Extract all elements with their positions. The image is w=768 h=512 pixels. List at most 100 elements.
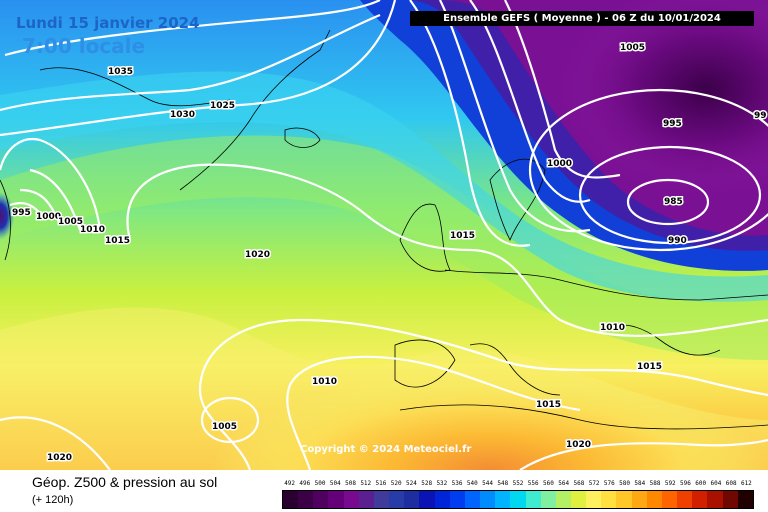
isobar-label: 1015 (450, 231, 475, 241)
warm-air-region (150, 260, 768, 470)
isobar-label: 1015 (536, 400, 561, 410)
color-scale-swatch (586, 491, 602, 508)
western-low-core (0, 120, 120, 320)
isobar-label: 1015 (105, 236, 130, 246)
isobar-label: 1020 (47, 453, 72, 463)
isobar-label: 990 (668, 236, 687, 246)
color-scale-label: 568 (573, 480, 585, 487)
color-scale-label: 548 (497, 480, 509, 487)
isobar-label: 995 (12, 208, 31, 218)
color-scale-label: 604 (710, 480, 722, 487)
isobar-label: 1010 (312, 377, 337, 387)
isobar-label: 1035 (108, 67, 133, 77)
color-scale-swatch (373, 491, 390, 508)
color-scale-swatch (449, 491, 465, 508)
color-scale-swatch (601, 491, 617, 508)
isobar-1020-sw (0, 416, 111, 470)
coastlines (0, 29, 768, 430)
italy-coast (469, 343, 561, 396)
isobar-label: 1000 (547, 159, 572, 169)
isobar-1000-west (9, 202, 46, 221)
color-scale-label: 536 (451, 480, 463, 487)
isobar-1010-ne (439, 0, 591, 233)
isobar-1015-ne (409, 0, 531, 247)
color-scale-label: 608 (725, 480, 737, 487)
isobar-label: 1020 (245, 250, 270, 260)
isobar-label: 1010 (80, 225, 105, 235)
north-africa-coast (399, 404, 768, 430)
isobar-1015-south (198, 318, 768, 470)
color-scale-swatch (570, 491, 587, 508)
color-scale-swatch (419, 491, 435, 508)
color-scale-label: 524 (405, 480, 417, 487)
greenland-coast (179, 29, 331, 191)
color-scale-swatch (737, 491, 753, 508)
scandinavia-coast (489, 158, 546, 241)
isobar-1030 (0, 13, 381, 112)
balkans-coast (599, 324, 721, 356)
color-scale-swatch (464, 491, 481, 508)
color-scale-bar (282, 490, 754, 509)
isobar-1005-west (19, 188, 62, 226)
color-scale: 492 496 500 504 508 512 516 520 524 528 532 536 540 5… (282, 480, 754, 509)
iceland-coast (284, 127, 321, 148)
color-scale-swatch (328, 491, 344, 508)
isobar-1035 (4, 0, 381, 57)
isobar-label: 1005 (58, 217, 83, 227)
color-scale-swatch (646, 491, 662, 508)
color-scale-swatch (389, 491, 405, 508)
isobar-1025 (0, 0, 397, 137)
isobar-label: 985 (664, 197, 683, 207)
color-scale-swatch (677, 491, 693, 508)
color-scale-label: 592 (664, 480, 676, 487)
color-scale-label: 508 (345, 480, 356, 487)
north-america-coast (0, 179, 11, 261)
color-scale-label: 500 (314, 480, 326, 487)
color-scale-label: 576 (603, 480, 615, 487)
color-scale-swatch (358, 491, 374, 508)
isobar-995 (528, 88, 768, 252)
color-scale-swatch (555, 491, 571, 508)
color-scale-label: 600 (695, 480, 707, 487)
color-scale-label: 516 (375, 480, 387, 487)
forecast-date: Lundi 15 janvier 2024 (16, 14, 200, 32)
isobar-label: 1030 (170, 110, 195, 120)
color-scale-swatch (692, 491, 708, 508)
color-scale-label: 612 (740, 480, 752, 487)
color-scale-swatch (298, 491, 314, 508)
color-scale-label: 520 (390, 480, 402, 487)
isobar-label: 1020 (566, 440, 591, 450)
isobar-1010-south (286, 355, 581, 470)
field-band-yellow (0, 307, 768, 470)
color-scale-swatch (283, 491, 299, 508)
isobar-labels: 1035 1030 1025 1005 995 1000 1005 1010 1… (11, 42, 768, 465)
isobar-label: 1015 (637, 362, 662, 372)
isobar-label: 1010 (600, 323, 625, 333)
isobar-1005-south (200, 396, 260, 444)
color-scale-swatch (434, 491, 450, 508)
color-scale-swatch (343, 491, 359, 508)
color-scale-label: 584 (634, 480, 646, 487)
color-scale-swatch (525, 491, 541, 508)
forecast-lead-time: (+ 120h) (32, 494, 74, 506)
isobars (0, 0, 768, 470)
color-scale-swatch (404, 491, 420, 508)
color-scale-swatch (631, 491, 647, 508)
isobar-1020-se (519, 438, 768, 470)
color-scale-labels: 492 496 500 504 508 512 516 520 524 528 532 536 540 5… (282, 480, 754, 490)
isobar-label: 995 (663, 119, 682, 129)
color-scale-label: 504 (329, 480, 341, 487)
color-scale-swatch (495, 491, 511, 508)
color-scale-label: 560 (543, 480, 554, 487)
color-scale-label: 540 (466, 480, 478, 487)
isobar-label: 1025 (210, 101, 235, 111)
isobar-990 (578, 145, 762, 245)
color-scale-label: 556 (527, 480, 539, 487)
isobar-1000 (504, 0, 621, 179)
isobar-label: 99 (754, 111, 767, 121)
color-scale-label: 544 (482, 480, 493, 487)
isobar-1015-west (0, 137, 102, 231)
color-scale-swatch (510, 491, 526, 508)
color-scale-swatch (722, 491, 738, 508)
